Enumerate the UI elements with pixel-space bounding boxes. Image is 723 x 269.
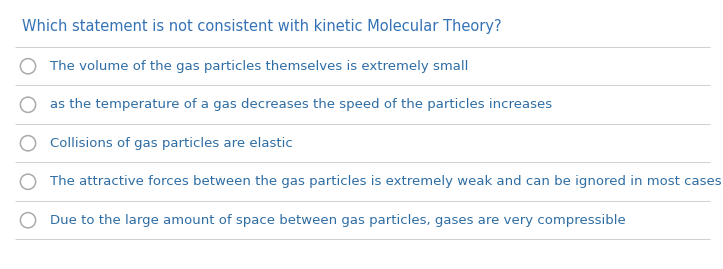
Text: as the temperature of a gas decreases the speed of the particles increases: as the temperature of a gas decreases th… [50,98,552,111]
Text: The attractive forces between the gas particles is extremely weak and can be ign: The attractive forces between the gas pa… [50,175,722,188]
Text: The volume of the gas particles themselves is extremely small: The volume of the gas particles themselv… [50,60,469,73]
Text: Due to the large amount of space between gas particles, gases are very compressi: Due to the large amount of space between… [50,214,625,227]
Text: Collisions of gas particles are elastic: Collisions of gas particles are elastic [50,137,293,150]
Text: Which statement is not consistent with kinetic Molecular Theory?: Which statement is not consistent with k… [22,19,502,34]
